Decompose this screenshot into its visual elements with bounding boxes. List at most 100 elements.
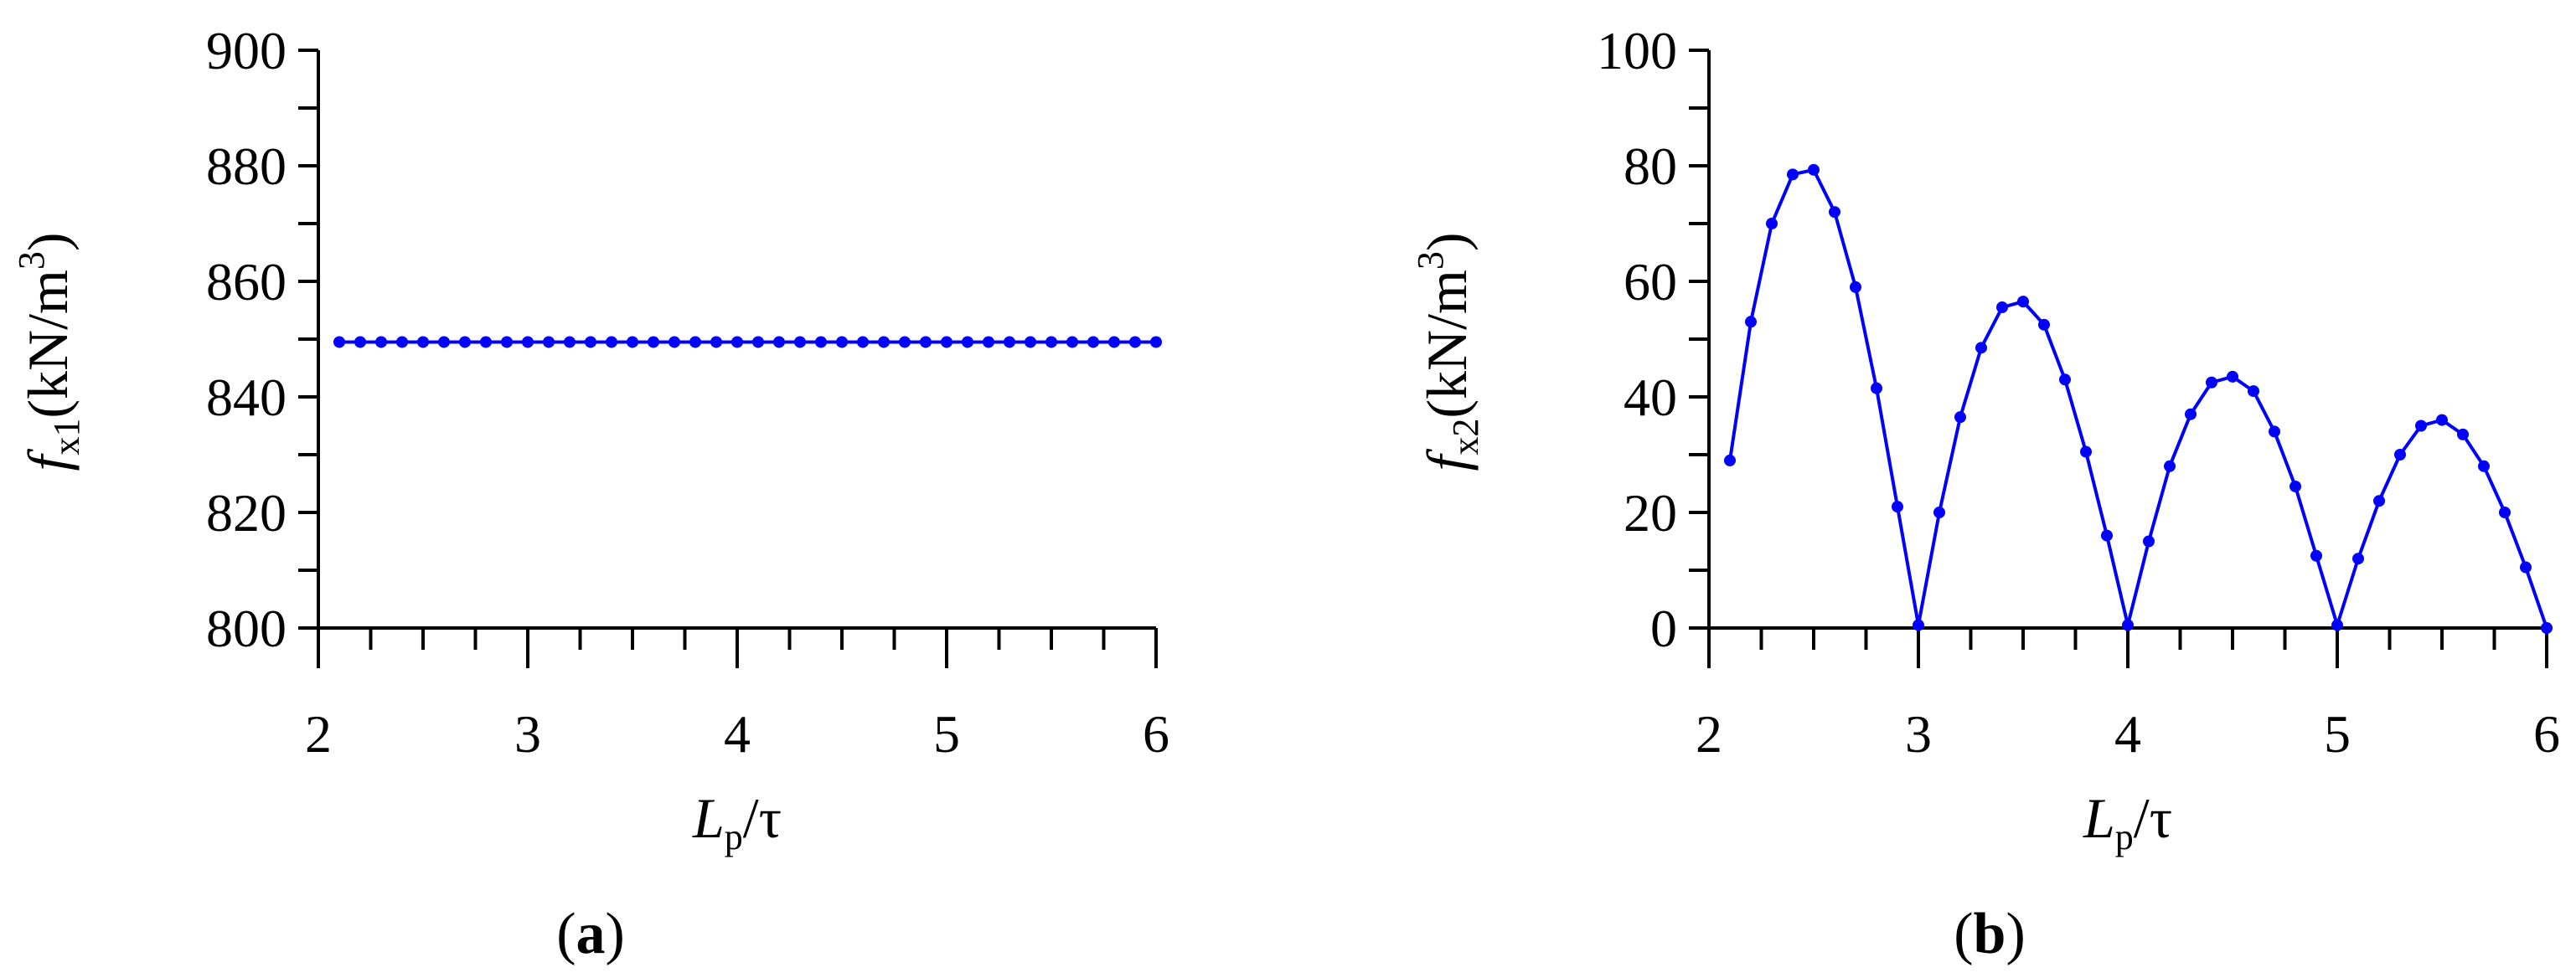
series-b [1724, 163, 2553, 634]
data-point-b [2289, 480, 2301, 492]
data-point-b [2185, 408, 2197, 420]
y-tick-label-b: 0 [1650, 599, 1677, 658]
data-point-b [2499, 507, 2511, 518]
data-point-a [689, 336, 701, 348]
data-point-b [1745, 316, 1757, 328]
data-point-b [1808, 163, 1820, 176]
data-point-a [1004, 336, 1015, 348]
data-point-b [1933, 507, 1945, 518]
data-point-a [773, 336, 785, 348]
data-point-a [920, 336, 932, 348]
x-axis-title-a: Lp/τ [692, 786, 782, 857]
data-point-b [2038, 318, 2050, 331]
data-point-a [669, 336, 680, 348]
y-tick-label-a: 860 [206, 252, 287, 311]
data-point-a [962, 336, 973, 348]
data-point-b [1975, 342, 1987, 354]
data-point-b [2101, 529, 2113, 542]
data-point-b [1724, 454, 1736, 466]
data-point-b [1954, 411, 1966, 424]
data-point-b [2352, 553, 2364, 565]
data-point-a [522, 336, 534, 348]
axes-a: 2 3 4 5 6 800 820 840 860 880 900 [206, 21, 1169, 764]
panel-label-a: (a) [556, 902, 625, 966]
y-tick-label-a: 840 [206, 368, 287, 427]
data-point-a [983, 336, 994, 348]
data-point-b [2248, 385, 2259, 398]
data-point-a [333, 336, 345, 348]
data-point-a [815, 336, 827, 348]
data-point-b [1892, 501, 1903, 513]
data-point-b [2206, 376, 2217, 389]
y-axis-title-b: fx2(kN/m3) [1410, 232, 1486, 471]
data-point-b [2520, 561, 2532, 574]
data-point-a [731, 336, 743, 348]
data-point-a [501, 336, 513, 348]
data-point-b [1871, 382, 1882, 394]
y-tick-label-b: 100 [1597, 21, 1677, 80]
data-point-b [2080, 445, 2092, 458]
data-point-a [564, 336, 576, 348]
data-point-a [627, 336, 638, 348]
series-a [333, 336, 1162, 348]
x-tick-label-a: 4 [724, 704, 751, 764]
data-point-a [794, 336, 806, 348]
data-point-b [2227, 370, 2238, 383]
data-point-a [375, 336, 387, 348]
x-tick-label-a: 6 [1143, 704, 1169, 764]
data-point-a [606, 336, 617, 348]
y-tick-label-b: 60 [1624, 252, 1677, 311]
x-tick-label-b: 5 [2324, 704, 2351, 764]
data-point-b [2122, 619, 2134, 631]
data-point-a [752, 336, 764, 348]
data-point-b [2017, 296, 2029, 308]
data-point-a [899, 336, 911, 348]
data-point-b [1913, 619, 1924, 631]
x-tick-label-a: 3 [514, 704, 541, 764]
x-axis-title-b: Lp/τ [2083, 786, 2172, 857]
x-tick-label-b: 2 [1696, 704, 1722, 764]
data-point-a [710, 336, 722, 348]
y-tick-label-a: 900 [206, 21, 287, 80]
data-point-b [2269, 425, 2280, 438]
data-point-b [2143, 535, 2155, 548]
y-axis-title-a: fx1(kN/m3) [11, 232, 87, 471]
data-point-a [1108, 336, 1120, 348]
data-point-a [941, 336, 952, 348]
y-tick-label-b: 80 [1624, 136, 1677, 196]
y-tick-label-a: 820 [206, 483, 287, 543]
data-point-b [2310, 549, 2322, 562]
data-point-a [354, 336, 366, 348]
data-point-b [1996, 301, 2008, 314]
data-point-a [1066, 336, 1078, 348]
data-point-b [2457, 428, 2469, 440]
data-point-b [2164, 460, 2176, 472]
data-point-b [1829, 206, 1840, 219]
x-tick-label-a: 5 [933, 704, 960, 764]
y-tick-label-b: 20 [1624, 483, 1677, 543]
y-tick-label-a: 800 [206, 599, 287, 658]
data-point-b [2373, 495, 2385, 507]
series-line-b [1728, 167, 2548, 629]
data-point-b [2436, 414, 2448, 426]
data-point-a [648, 336, 659, 348]
data-point-b [2415, 420, 2427, 432]
data-point-b [2059, 373, 2071, 386]
x-tick-label-a: 2 [305, 704, 332, 764]
data-point-b [1850, 281, 1861, 293]
data-point-a [438, 336, 450, 348]
x-tick-label-b: 4 [2114, 704, 2141, 764]
data-point-a [585, 336, 596, 348]
data-point-a [1087, 336, 1099, 348]
data-point-a [543, 336, 555, 348]
y-tick-label-a: 880 [206, 136, 287, 196]
data-point-a [836, 336, 848, 348]
data-point-a [417, 336, 429, 348]
data-point-b [1787, 168, 1799, 181]
data-point-a [459, 336, 471, 348]
x-tick-label-b: 6 [2533, 704, 2560, 764]
data-point-a [1150, 336, 1162, 348]
data-point-b [2331, 619, 2343, 631]
